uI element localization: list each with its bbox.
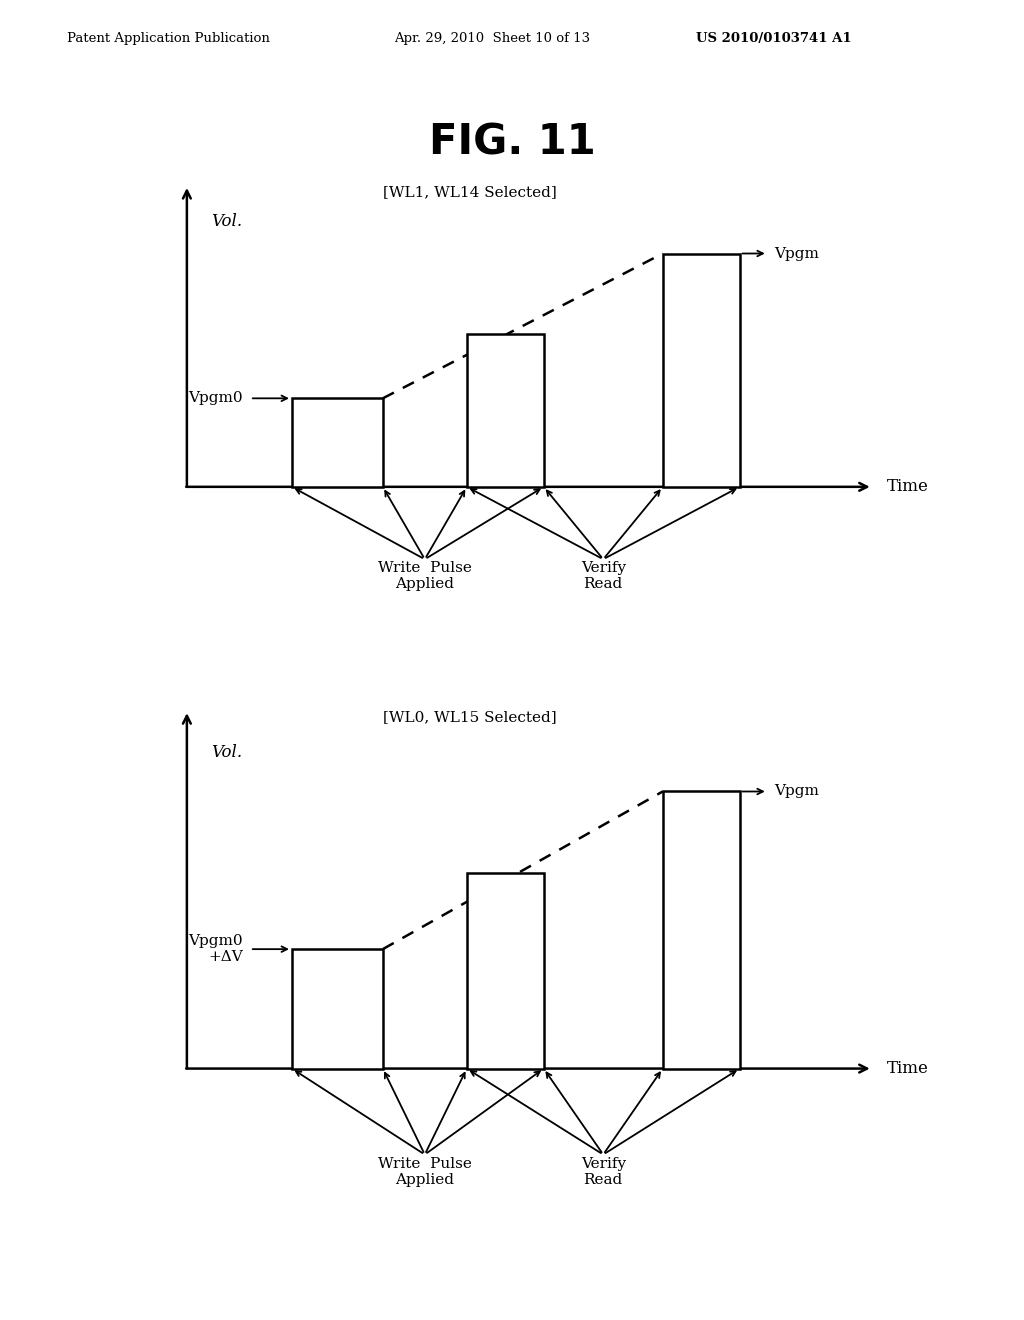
Text: Vpgm0: Vpgm0 bbox=[188, 391, 243, 405]
Text: [WL1, WL14 Selected]: [WL1, WL14 Selected] bbox=[383, 185, 557, 199]
Text: FIG. 11: FIG. 11 bbox=[429, 121, 595, 164]
Text: Write  Pulse
Applied: Write Pulse Applied bbox=[378, 561, 472, 591]
Text: Time: Time bbox=[887, 478, 929, 495]
Text: Vpgm: Vpgm bbox=[774, 247, 819, 260]
Text: Apr. 29, 2010  Sheet 10 of 13: Apr. 29, 2010 Sheet 10 of 13 bbox=[394, 32, 591, 45]
Text: Verify
Read: Verify Read bbox=[581, 1156, 626, 1187]
Bar bbox=[292, 949, 383, 1069]
Text: Vol.: Vol. bbox=[211, 743, 243, 760]
Bar bbox=[292, 399, 383, 487]
Text: Time: Time bbox=[887, 1060, 929, 1077]
Text: US 2010/0103741 A1: US 2010/0103741 A1 bbox=[696, 32, 852, 45]
Text: Verify
Read: Verify Read bbox=[581, 561, 626, 591]
Text: Vpgm: Vpgm bbox=[774, 784, 819, 799]
Text: [WL0, WL15 Selected]: [WL0, WL15 Selected] bbox=[383, 710, 556, 725]
Text: Vol.: Vol. bbox=[211, 214, 243, 230]
Text: Write  Pulse
Applied: Write Pulse Applied bbox=[378, 1156, 472, 1187]
Bar bbox=[663, 792, 739, 1069]
Bar bbox=[467, 334, 544, 487]
Text: Patent Application Publication: Patent Application Publication bbox=[67, 32, 269, 45]
Bar bbox=[467, 873, 544, 1069]
Bar bbox=[663, 253, 739, 487]
Text: Vpgm0
+ΔV: Vpgm0 +ΔV bbox=[188, 935, 243, 964]
